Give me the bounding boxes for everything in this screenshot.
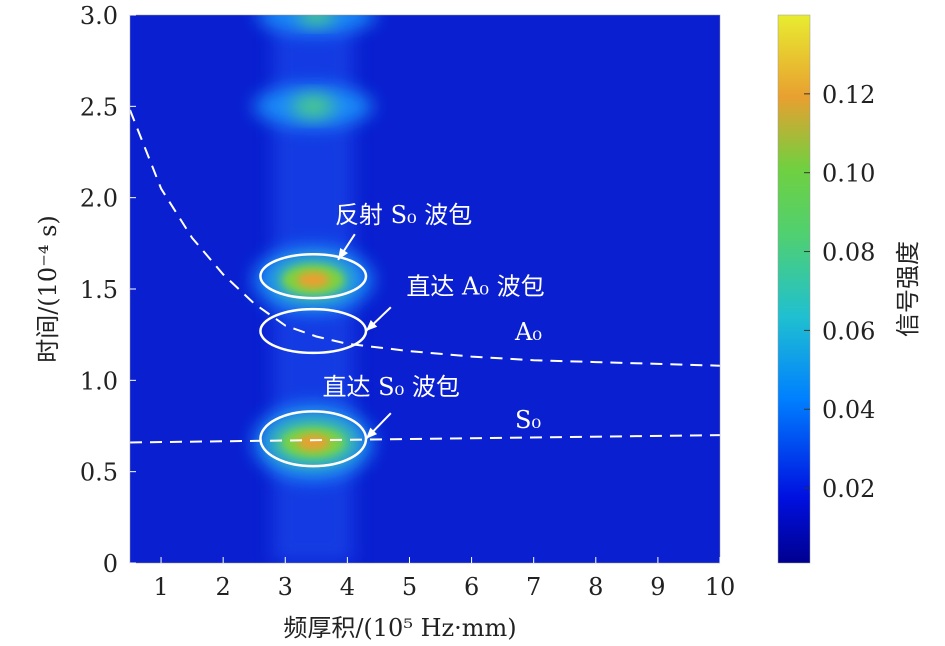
y-tick-label: 1.5 — [80, 276, 118, 304]
x-tick-label: 3 — [278, 573, 293, 601]
arrow-head-icon — [366, 319, 378, 332]
colorbar-label: 信号强度 — [894, 241, 922, 337]
x-axis-label: 频厚积/(10⁵ Hz·mm) — [283, 614, 516, 642]
curve-S₀ — [130, 434, 720, 444]
y-tick-label: 0 — [103, 550, 118, 578]
highlight-ellipse — [259, 253, 368, 300]
hotspot-mid — [292, 95, 335, 118]
plot-area — [130, 15, 720, 563]
colorbar-tick-label: 0.04 — [822, 396, 875, 424]
colorbar-tick-label: 0.02 — [822, 475, 875, 503]
annotation-label: S₀ — [515, 406, 541, 434]
colorbar-tick-label: 0.08 — [822, 239, 875, 267]
colorbar-tick-label: 0.10 — [822, 160, 875, 188]
y-tick-label: 3.0 — [80, 2, 118, 30]
y-tick-label: 2.5 — [80, 93, 118, 121]
x-tick-label: 4 — [340, 573, 355, 601]
y-tick-label: 0.5 — [80, 459, 118, 487]
arrow-head-icon — [366, 427, 378, 439]
hotspot-mid — [298, 15, 335, 25]
colorbar-tick-label: 0.12 — [822, 81, 875, 109]
y-tick-label: 2.0 — [80, 185, 118, 213]
annotation-label: 直达 A₀ 波包 — [406, 272, 544, 300]
colorbar-tick-label: 0.06 — [822, 317, 875, 345]
y-tick-label: 1.0 — [80, 367, 118, 395]
x-tick-label: 6 — [464, 573, 479, 601]
hotspot-core — [297, 434, 330, 451]
x-tick-label: 5 — [402, 573, 417, 601]
annotation-label: 反射 S₀ 波包 — [335, 201, 472, 229]
x-tick-label: 9 — [650, 573, 665, 601]
annotation-label: A₀ — [514, 318, 542, 346]
x-tick-label: 7 — [526, 573, 541, 601]
colorbar — [777, 14, 811, 564]
hotspot-core — [297, 271, 330, 288]
x-tick-label: 2 — [216, 573, 231, 601]
x-tick-label: 8 — [588, 573, 603, 601]
annotation-label: 直达 S₀ 波包 — [323, 373, 460, 401]
curve-A₀ — [130, 109, 720, 367]
x-tick-label: 10 — [705, 573, 736, 601]
x-tick-label: 1 — [153, 573, 168, 601]
arrow-head-icon — [338, 247, 349, 260]
y-axis-label: 时间/(10⁻⁴ s) — [34, 215, 62, 363]
